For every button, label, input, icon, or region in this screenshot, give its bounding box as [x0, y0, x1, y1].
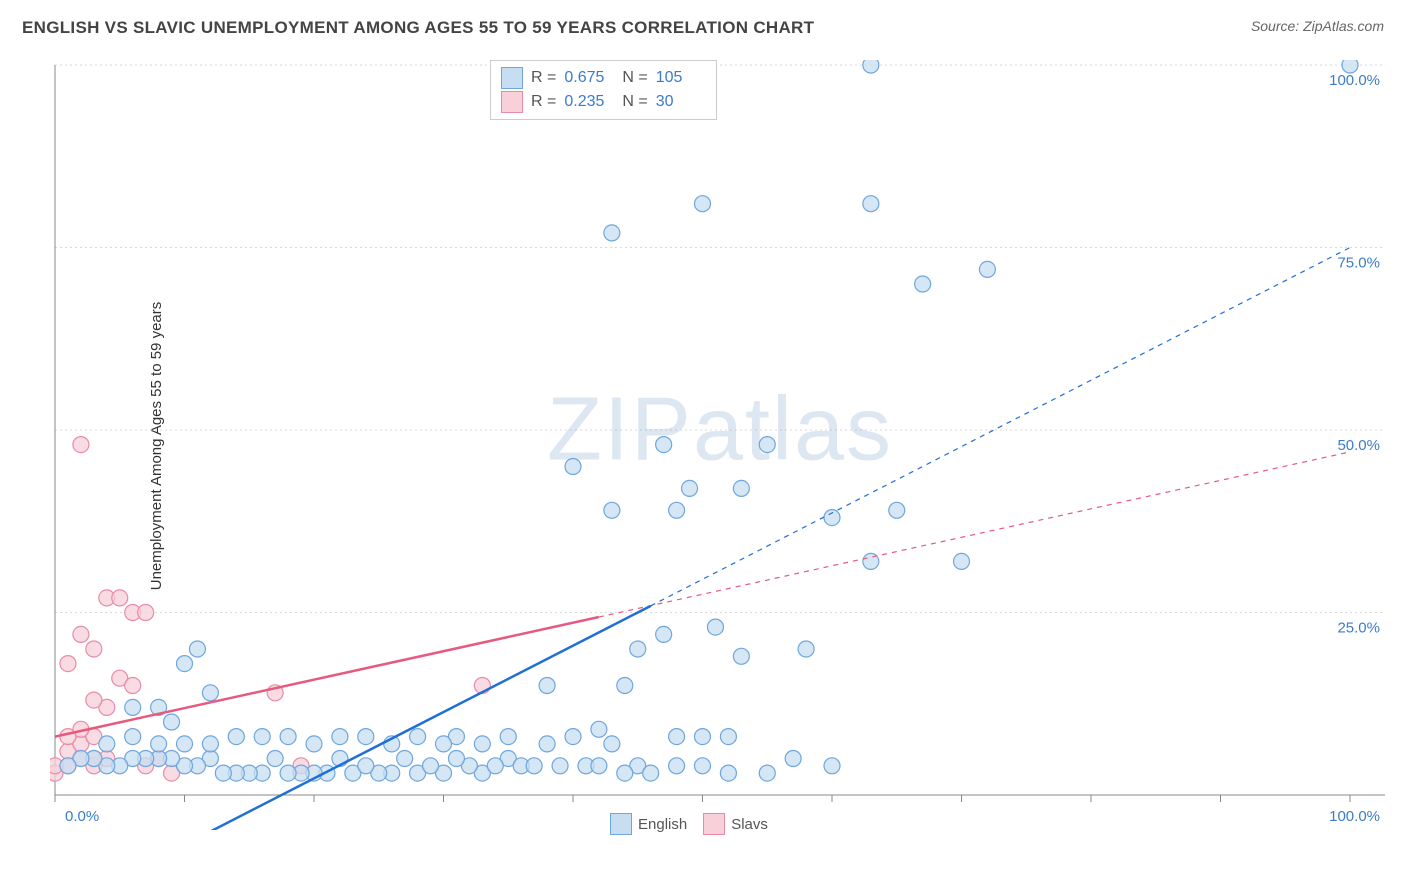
- r-label: R =: [531, 93, 556, 111]
- n-label: N =: [622, 93, 647, 111]
- legend-row-english: R = 0.675 N = 105: [501, 67, 706, 89]
- svg-text:100.0%: 100.0%: [1329, 72, 1380, 89]
- english-r-value: 0.675: [564, 69, 614, 87]
- series-legend: English Slavs: [610, 813, 768, 835]
- chart-title: ENGLISH VS SLAVIC UNEMPLOYMENT AMONG AGE…: [22, 18, 814, 38]
- legend-item-slavs: Slavs: [703, 813, 768, 835]
- r-label: R =: [531, 69, 556, 87]
- svg-text:75.0%: 75.0%: [1337, 255, 1380, 272]
- correlation-legend: R = 0.675 N = 105 R = 0.235 N = 30: [490, 60, 717, 120]
- svg-text:50.0%: 50.0%: [1337, 437, 1380, 454]
- legend-label: Slavs: [731, 816, 768, 833]
- svg-text:0.0%: 0.0%: [65, 808, 99, 825]
- scatter-chart: 25.0% 50.0% 75.0% 100.0% 0.0% 100.0% R = 0.67…: [50, 60, 1390, 830]
- slavs-n-value: 30: [656, 93, 706, 111]
- svg-text:100.0%: 100.0%: [1329, 808, 1380, 825]
- swatch-english: [610, 813, 632, 835]
- english-n-value: 105: [656, 69, 706, 87]
- chart-svg: 25.0% 50.0% 75.0% 100.0% 0.0% 100.0%: [50, 60, 1390, 830]
- svg-text:25.0%: 25.0%: [1337, 620, 1380, 637]
- swatch-english: [501, 67, 523, 89]
- swatch-slavs: [703, 813, 725, 835]
- slavs-r-value: 0.235: [564, 93, 614, 111]
- n-label: N =: [622, 69, 647, 87]
- swatch-slavs: [501, 91, 523, 113]
- legend-item-english: English: [610, 813, 687, 835]
- legend-row-slavs: R = 0.235 N = 30: [501, 91, 706, 113]
- legend-label: English: [638, 816, 687, 833]
- source-attribution: Source: ZipAtlas.com: [1251, 18, 1384, 34]
